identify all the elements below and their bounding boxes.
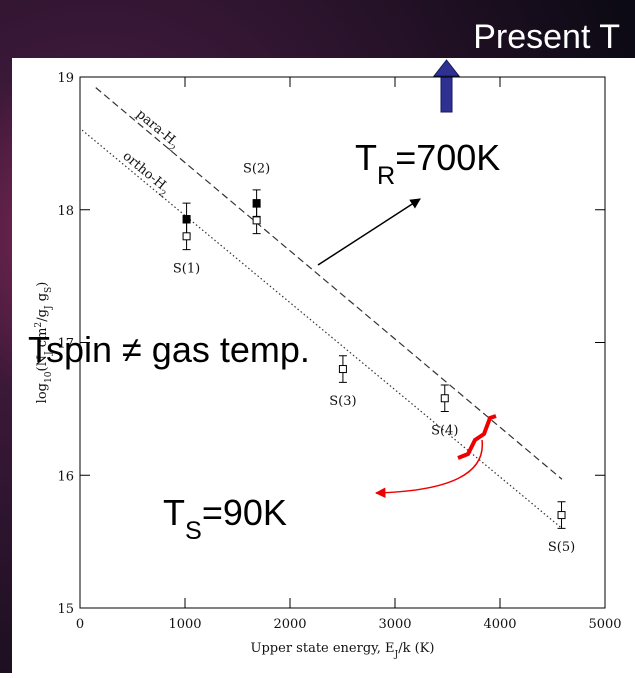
text-part: S (185, 517, 202, 545)
text-part: 10 (44, 371, 54, 383)
text-part: =700K (395, 137, 500, 178)
point-label: S(1) (173, 261, 200, 276)
text-part: R (377, 162, 395, 190)
point-label: S(2) (243, 161, 270, 176)
text-part: T (355, 137, 377, 178)
x-tick-label: 1000 (168, 617, 201, 632)
text-part: ) (35, 282, 50, 287)
x-tick-label: 4000 (483, 617, 516, 632)
text-part: log (35, 383, 50, 403)
data-point (183, 216, 190, 223)
y-tick-label: 16 (57, 469, 74, 484)
text-part: T (163, 492, 185, 533)
x-tick-label: 3000 (378, 617, 411, 632)
slide-title: Present T (473, 18, 620, 56)
data-point (339, 366, 346, 373)
data-point (441, 395, 448, 402)
data-point (558, 512, 565, 519)
text-part: Upper state energy, E (251, 641, 395, 656)
text-part: g (35, 293, 50, 305)
data-point (253, 217, 260, 224)
x-tick-label: 5000 (588, 617, 621, 632)
spin-note: Tspin ≠ gas temp. (28, 329, 310, 370)
y-tick-label: 18 (57, 204, 74, 219)
point-label: S(3) (329, 394, 356, 409)
page: Present T 010002000300040005000151617181… (0, 0, 635, 673)
text-part: /k (K) (398, 641, 434, 656)
slide: Present T 010002000300040005000151617181… (0, 0, 635, 673)
text-part: /g (35, 309, 50, 322)
point-label: S(5) (548, 540, 575, 555)
data-point (183, 233, 190, 240)
y-tick-label: 19 (57, 71, 74, 86)
text-part: =90K (202, 492, 287, 533)
data-point (253, 200, 260, 207)
y-tick-label: 15 (57, 602, 74, 617)
x-tick-label: 0 (76, 617, 84, 632)
point-label: S(4) (431, 423, 458, 438)
x-tick-label: 2000 (273, 617, 306, 632)
